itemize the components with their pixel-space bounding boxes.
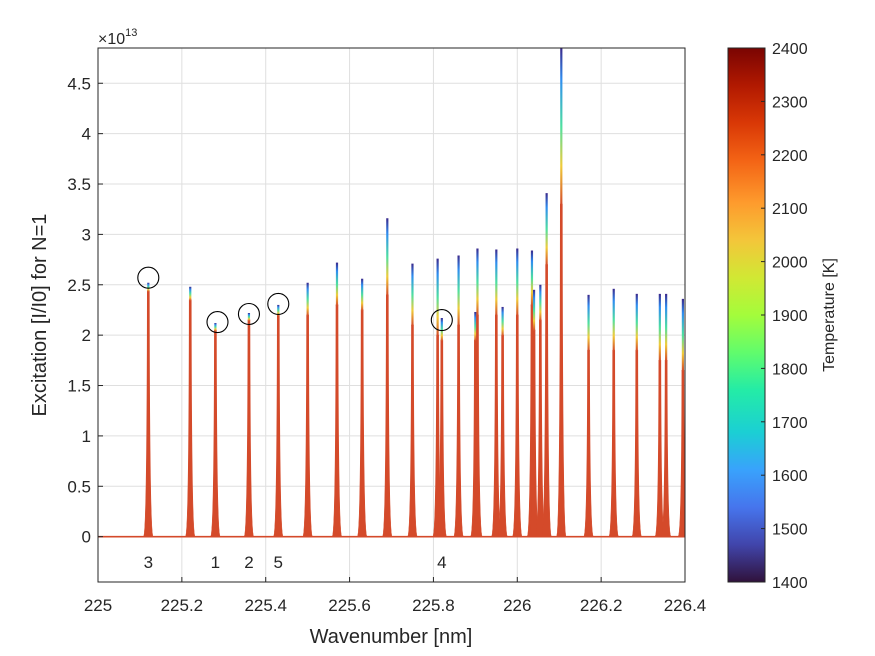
peak-number-label: 4 bbox=[437, 553, 446, 572]
colorbar-tick-label: 1600 bbox=[772, 468, 808, 485]
plot-background bbox=[98, 48, 685, 582]
x-axis-label: Wavenumber [nm] bbox=[310, 626, 473, 648]
y-tick-label: 1 bbox=[82, 427, 91, 446]
peak-number-label: 2 bbox=[244, 553, 253, 572]
y-tick-label: 3.5 bbox=[67, 175, 91, 194]
peak-marker-circle bbox=[430, 308, 453, 332]
y-tick-label: 2 bbox=[82, 326, 91, 345]
colorbar bbox=[727, 47, 766, 583]
peak-number-label: 3 bbox=[144, 553, 153, 572]
y-axis-ticks: 0 0.5 1 1.5 2 2.5 3 3.5 4 4.5 bbox=[67, 74, 103, 547]
colorbar-tick-label: 2400 bbox=[772, 41, 808, 58]
x-tick-label: 225.2 bbox=[161, 596, 204, 615]
peak-marker-circle bbox=[206, 311, 229, 334]
colorbar-tick-label: 1400 bbox=[772, 575, 808, 592]
y-tick-label: 4.5 bbox=[67, 74, 91, 93]
x-tick-label: 226.4 bbox=[664, 596, 707, 615]
peak-marker-circle bbox=[237, 302, 260, 326]
colorbar-label: Temperature [K] bbox=[821, 258, 838, 372]
peak-marker-circle bbox=[267, 292, 290, 315]
colorbar-tick-label: 2300 bbox=[772, 94, 808, 111]
colorbar-tick-label: 2000 bbox=[772, 255, 808, 272]
colorbar-tick-label: 2200 bbox=[772, 148, 808, 165]
y-tick-label: 4 bbox=[82, 125, 91, 144]
colorbar-tick-label: 2100 bbox=[772, 201, 808, 218]
x-tick-label: 225.6 bbox=[328, 596, 371, 615]
peak-number-label: 5 bbox=[274, 553, 283, 572]
x-tick-label: 226 bbox=[503, 596, 531, 615]
y-tick-label: 0.5 bbox=[67, 477, 91, 496]
y-tick-label: 1.5 bbox=[67, 377, 91, 396]
peak-marker-circle bbox=[137, 266, 160, 289]
x-tick-label: 225 bbox=[84, 596, 112, 615]
y-axis-label: Excitation [I/I0] for N=1 bbox=[29, 214, 51, 417]
grid bbox=[97, 48, 686, 582]
data-series bbox=[98, 48, 685, 538]
y-tick-label: 0 bbox=[82, 528, 91, 547]
x-axis-ticks: 225 225.2 225.4 225.6 225.8 226 226.2 226.4 bbox=[84, 577, 706, 615]
plot-frame bbox=[97, 47, 686, 583]
x-tick-label: 226.2 bbox=[580, 596, 623, 615]
y-tick-label: 3 bbox=[82, 225, 91, 244]
colorbar-tick-label: 1700 bbox=[772, 415, 808, 432]
y-axis-multiplier: ×1013 bbox=[98, 27, 137, 48]
x-tick-label: 225.4 bbox=[244, 596, 287, 615]
annotations: 3 1 2 5 4 bbox=[137, 266, 453, 572]
peak-number-label: 1 bbox=[211, 553, 220, 572]
colorbar-tick-label: 1500 bbox=[772, 522, 808, 539]
x-tick-label: 225.8 bbox=[412, 596, 455, 615]
colorbar-ticks: 1400 1500 1600 1700 1800 1900 2000 2100 2200 2300… bbox=[761, 41, 808, 592]
y-tick-label: 2.5 bbox=[67, 276, 91, 295]
colorbar-tick-label: 1900 bbox=[772, 308, 808, 325]
colorbar-tick-label: 1800 bbox=[772, 361, 808, 378]
